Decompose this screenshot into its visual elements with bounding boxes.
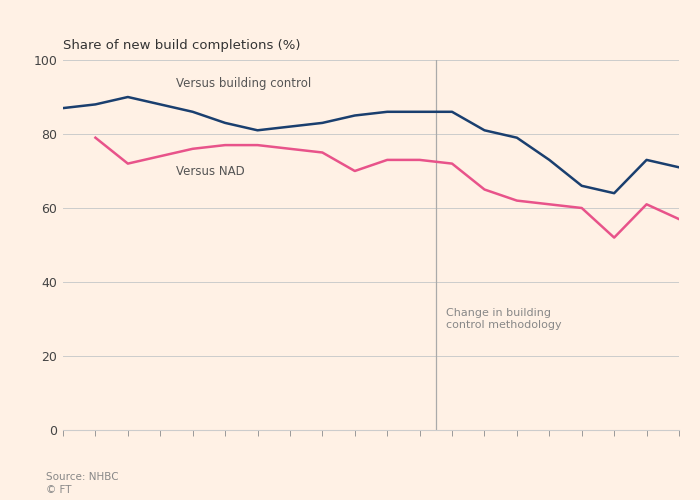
Text: Source: NHBC
© FT: Source: NHBC © FT (46, 472, 118, 495)
Text: Versus NAD: Versus NAD (176, 166, 245, 178)
Text: Share of new build completions (%): Share of new build completions (%) (63, 39, 300, 52)
Text: Versus building control: Versus building control (176, 76, 312, 90)
Text: Change in building
control methodology: Change in building control methodology (446, 308, 561, 330)
